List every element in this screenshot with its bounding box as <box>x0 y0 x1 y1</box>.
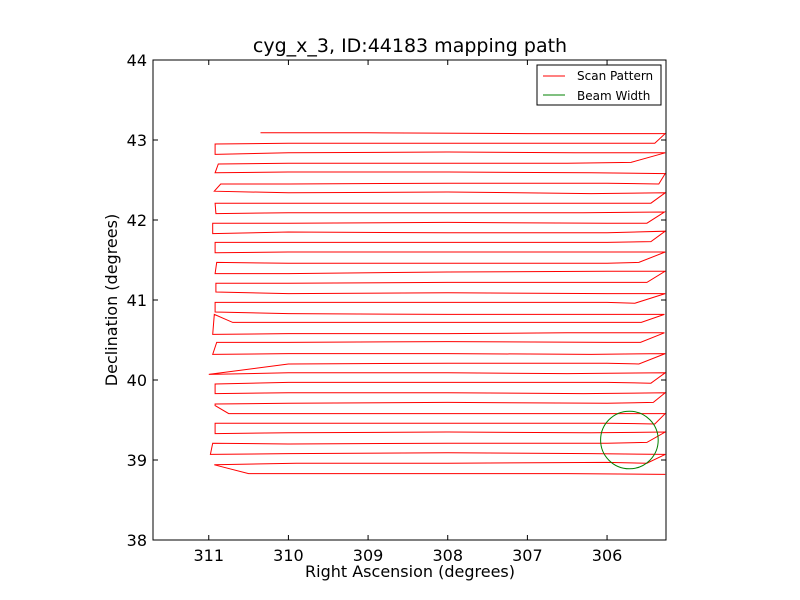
legend: Scan Pattern Beam Width <box>536 64 662 106</box>
plot-frame <box>152 59 667 541</box>
ticks-layer: 311 310 309 308 307 306 38 39 40 41 42 43 44 <box>127 51 666 565</box>
legend-scan-pattern-label: Scan Pattern <box>577 69 653 83</box>
beam-width-circle <box>600 410 659 470</box>
y-tick-label: 44 <box>127 51 147 70</box>
y-tick-label: 40 <box>127 371 147 390</box>
y-tick-label: 38 <box>127 531 147 550</box>
x-tick-label: 308 <box>432 546 463 565</box>
plot-area <box>153 60 666 540</box>
scan-pattern-line <box>208 132 666 475</box>
x-tick-label: 310 <box>273 546 304 565</box>
legend-box <box>536 64 662 106</box>
x-axis-title: Right Ascension (degrees) <box>305 562 515 581</box>
y-axis-title: Declination (degrees) <box>102 214 121 386</box>
y-tick-label: 42 <box>127 211 147 230</box>
x-tick-label: 311 <box>193 546 224 565</box>
y-tick-label: 41 <box>127 291 147 310</box>
series-layer <box>208 132 666 475</box>
legend-beam-width-label: Beam Width <box>577 89 650 103</box>
x-tick-label: 306 <box>592 546 623 565</box>
chart-title: cyg_x_3, ID:44183 mapping path <box>253 35 567 57</box>
y-tick-label: 39 <box>127 451 147 470</box>
x-tick-label: 309 <box>353 546 384 565</box>
x-tick-label: 307 <box>512 546 543 565</box>
y-tick-label: 43 <box>127 131 147 150</box>
